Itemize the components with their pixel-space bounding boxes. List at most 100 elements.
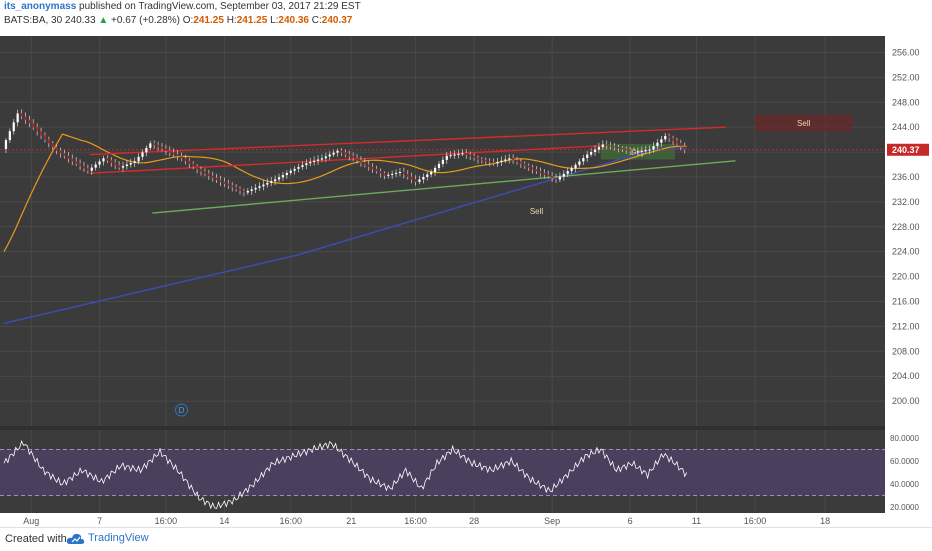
chart-header: its_anonymass published on TradingView.c…	[0, 0, 932, 36]
rsi-tick-label: 80.0000	[890, 434, 919, 443]
candle-body	[219, 179, 222, 182]
candle-body	[430, 171, 433, 175]
candle-body	[414, 179, 417, 182]
publish-info: published on TradingView.com, September …	[76, 1, 361, 12]
y-tick-label: 204.00	[892, 371, 920, 381]
candle-body	[328, 154, 331, 157]
channel_bottom-trendline	[89, 145, 601, 174]
price-chart[interactable]: 256.00252.00248.00244.00240.00236.00232.…	[0, 36, 932, 527]
candle-body	[20, 113, 23, 117]
candle-body	[301, 165, 304, 168]
candle-body	[457, 153, 460, 155]
candle-body	[683, 146, 686, 150]
candle-body	[39, 131, 43, 136]
candle-body	[71, 158, 74, 162]
candle-body	[199, 169, 203, 172]
y-tick-label: 228.00	[892, 222, 920, 232]
candle-body	[465, 152, 468, 155]
author-link[interactable]: its_anonymass	[4, 1, 77, 12]
candle-body	[574, 164, 577, 169]
candle-body	[508, 158, 511, 160]
candle-body	[632, 150, 636, 153]
candle-body	[176, 154, 179, 157]
candle-body	[504, 159, 507, 161]
candle-body	[453, 154, 456, 156]
candle-body	[621, 148, 624, 150]
candle-body	[289, 170, 292, 173]
rsi-tick-label: 40.0000	[890, 480, 919, 489]
candle-body	[535, 169, 538, 172]
candle-body	[313, 160, 316, 163]
pane-separator	[0, 426, 932, 430]
candle-body	[570, 168, 573, 172]
y-tick-label: 216.00	[892, 296, 920, 306]
x-tick-label: 18	[820, 516, 830, 526]
candle-body	[367, 164, 370, 168]
candle-body	[8, 131, 11, 141]
candle-body	[172, 152, 175, 155]
candle-body	[192, 163, 195, 167]
candle-body	[668, 135, 671, 139]
candle-body	[355, 157, 359, 161]
publish-line: its_anonymass published on TradingView.c…	[4, 1, 361, 12]
candle-body	[16, 113, 19, 123]
candle-body	[266, 182, 269, 185]
candle-body	[558, 176, 562, 180]
candle-body	[519, 161, 522, 164]
candle-body	[469, 154, 472, 157]
candle-body	[203, 171, 207, 174]
candle-body	[238, 188, 242, 191]
y-tick-label: 236.00	[892, 172, 920, 182]
candle-body	[652, 146, 655, 150]
candle-body	[78, 163, 82, 167]
cloud-icon	[66, 533, 85, 544]
candle-body	[363, 162, 366, 165]
x-tick-label: 11	[692, 516, 701, 526]
candle-body	[227, 183, 230, 186]
candle-body	[285, 172, 288, 176]
candle-body	[164, 148, 167, 151]
candle-body	[445, 155, 448, 160]
x-tick-label: 7	[97, 516, 102, 526]
candle-body	[391, 173, 394, 175]
y-tick-label: 248.00	[892, 97, 920, 107]
annotation-label: Sell	[530, 207, 544, 216]
candle-body	[480, 159, 483, 161]
candle-body	[168, 150, 171, 153]
candle-body	[547, 174, 550, 177]
y-tick-label: 212.00	[892, 321, 920, 331]
candle-body	[293, 168, 296, 171]
candle-body	[605, 144, 608, 146]
support-trendline	[152, 160, 736, 214]
candle-body	[223, 181, 226, 184]
candle-body	[59, 150, 62, 154]
candle-body	[375, 168, 378, 172]
candle-body	[196, 166, 199, 170]
candle-body	[270, 181, 273, 183]
candle-body	[106, 157, 109, 161]
candle-body	[648, 149, 651, 151]
up-arrow-icon: ▲	[98, 15, 109, 26]
candle-body	[609, 145, 612, 147]
symbol-label: BATS:BA, 30	[4, 15, 63, 26]
rsi-tick-label: 60.0000	[890, 457, 919, 466]
candle-body	[145, 147, 148, 153]
candle-body	[531, 167, 534, 170]
candle-body	[211, 175, 214, 179]
candle-body	[12, 122, 15, 132]
candle-body	[43, 135, 47, 140]
candle-body	[476, 157, 480, 160]
candle-body	[274, 179, 277, 182]
y-tick-label: 208.00	[892, 346, 920, 356]
footer: Created with TradingView	[0, 527, 932, 551]
candle-body	[254, 187, 257, 190]
candle-body	[344, 152, 347, 155]
candle-body	[543, 172, 546, 175]
tradingview-logo[interactable]: TradingView	[66, 532, 156, 546]
candle-body	[629, 149, 632, 152]
candle-body	[625, 148, 628, 151]
high-value: 241.25	[236, 15, 268, 26]
low-value: 240.36	[278, 15, 309, 26]
candle-body	[551, 176, 554, 178]
candle-body	[82, 165, 86, 169]
